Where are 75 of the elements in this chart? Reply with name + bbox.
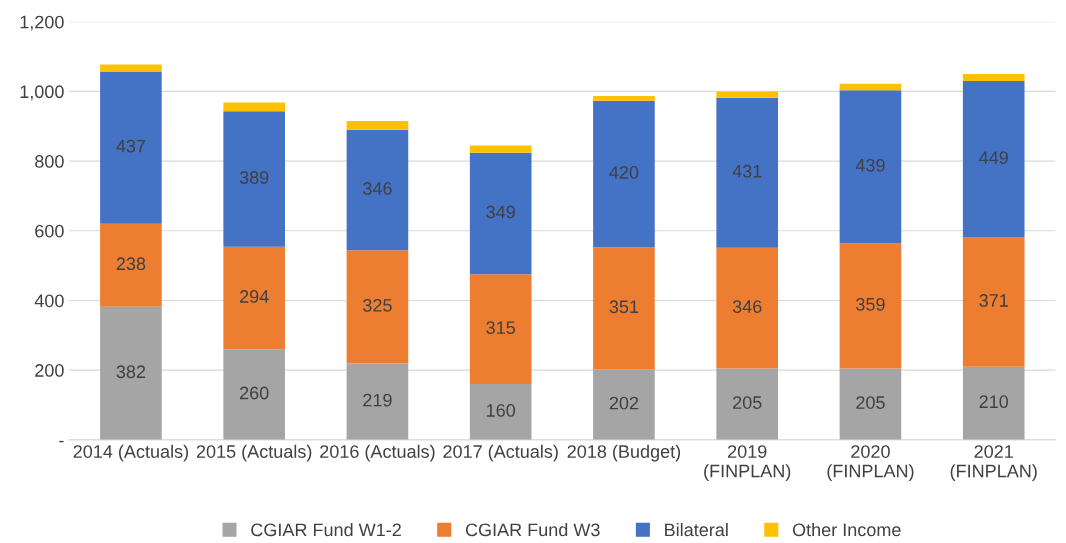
bar: [716, 247, 779, 369]
bar: [346, 129, 409, 251]
bar: [962, 80, 1025, 238]
data-label: 349: [486, 205, 515, 219]
bar: [593, 369, 655, 440]
data-label: 346: [363, 182, 392, 195]
y-tick-label: 800: [35, 155, 64, 168]
data-label: 294: [240, 290, 269, 303]
data-label: 371: [979, 294, 1008, 307]
data-label: 351: [609, 300, 639, 314]
bar: [839, 83, 902, 91]
bar: [469, 274, 532, 385]
bar: [469, 145, 532, 153]
data-label: 431: [732, 164, 762, 178]
data-label: 260: [240, 386, 269, 400]
x-tick-label: 2016 (Actuals): [320, 444, 435, 462]
x-tick-label: 2017 (Actuals): [443, 444, 558, 462]
y-tick-label: 1,200: [20, 15, 64, 31]
y-tick-label: 200: [35, 364, 64, 377]
bar: [962, 366, 1025, 440]
y-tick-label: 1,000: [20, 85, 64, 101]
legend-label: CGIAR Fund W1-2: [251, 522, 401, 537]
data-label: 437: [116, 139, 146, 153]
bar: [716, 368, 779, 440]
bar: [100, 223, 162, 307]
bar: [593, 95, 655, 101]
bar: [346, 121, 409, 130]
bar: [100, 306, 162, 440]
data-label: 382: [116, 365, 146, 379]
data-label: 389: [239, 171, 269, 184]
x-tick-label: 2018 (Budget): [567, 444, 681, 462]
bar: [223, 102, 285, 112]
bar: [716, 97, 779, 248]
y-tick-label: 600: [35, 224, 64, 238]
legend-label: Bilateral: [665, 522, 728, 537]
y-tick-label: 400: [34, 294, 64, 308]
bar: [962, 237, 1025, 367]
x-tick-label: 2021 (FINPLAN): [950, 445, 1037, 481]
bar: [223, 349, 285, 440]
bar: [839, 90, 902, 244]
bar: [839, 243, 902, 369]
bar: [962, 73, 1025, 81]
bar: [346, 363, 409, 440]
bar: [839, 368, 902, 440]
data-label: 359: [856, 297, 885, 311]
bar: [100, 64, 162, 72]
bar: [223, 246, 285, 350]
bar: [469, 152, 532, 275]
x-tick-label: 2014 (Actuals): [73, 444, 189, 462]
x-tick-label: 2019 (FINPLAN): [704, 445, 791, 481]
bar: [716, 91, 779, 98]
legend-label: CGIAR Fund W3: [465, 522, 600, 537]
x-tick-label: 2020 (FINPLAN): [827, 445, 914, 481]
data-label: 205: [733, 396, 762, 409]
data-label: 238: [116, 257, 146, 271]
data-label: 315: [486, 321, 515, 335]
bar: [223, 111, 285, 247]
data-label: 346: [732, 300, 762, 313]
data-label: 205: [856, 396, 885, 409]
data-label: 210: [979, 395, 1009, 409]
data-label: 420: [609, 166, 639, 179]
bar: [469, 384, 532, 440]
bar: [593, 247, 655, 370]
data-label: 439: [855, 158, 885, 172]
bar: [100, 71, 162, 224]
x-tick-label: 2015 (Actuals): [196, 444, 312, 462]
data-label: 202: [609, 396, 639, 410]
bar: [346, 250, 409, 364]
data-label: 219: [363, 393, 392, 407]
y-tick-label: -: [59, 440, 64, 443]
data-label: 160: [487, 404, 516, 417]
bar: [593, 100, 655, 248]
legend-label: Other Income: [792, 522, 901, 537]
data-label: 449: [979, 151, 1008, 165]
data-label: 325: [363, 298, 392, 312]
